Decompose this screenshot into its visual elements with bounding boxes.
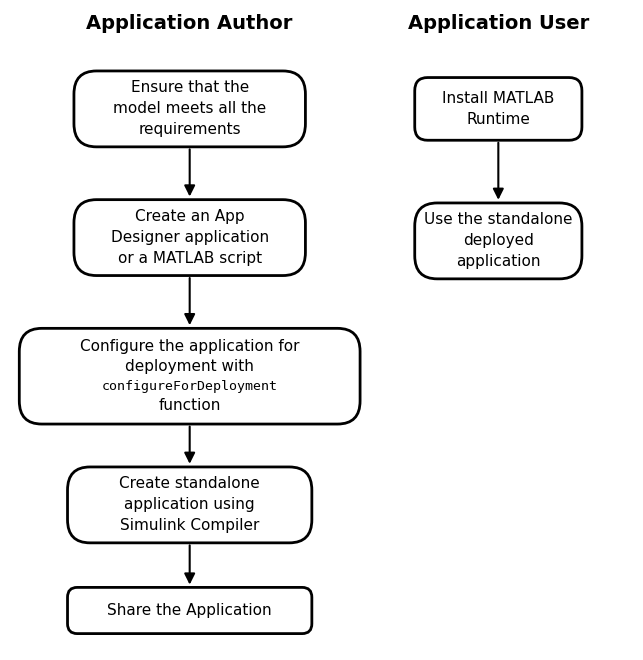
- FancyBboxPatch shape: [415, 203, 582, 279]
- FancyBboxPatch shape: [415, 78, 582, 141]
- Text: Create standalone
application using
Simulink Compiler: Create standalone application using Simu…: [120, 477, 260, 533]
- Text: Ensure that the
model meets all the
requirements: Ensure that the model meets all the requ…: [113, 81, 266, 137]
- FancyBboxPatch shape: [74, 199, 305, 276]
- Text: Share the Application: Share the Application: [107, 603, 272, 618]
- Text: Configure the application for: Configure the application for: [80, 339, 300, 354]
- Text: deployment with: deployment with: [125, 359, 254, 374]
- Text: Application Author: Application Author: [87, 14, 293, 32]
- FancyBboxPatch shape: [74, 71, 305, 147]
- Text: Install MATLAB
Runtime: Install MATLAB Runtime: [442, 91, 554, 127]
- Text: configureForDeployment: configureForDeployment: [102, 379, 278, 393]
- FancyBboxPatch shape: [19, 329, 360, 424]
- FancyBboxPatch shape: [68, 587, 312, 634]
- Text: Use the standalone
deployed
application: Use the standalone deployed application: [424, 213, 572, 269]
- Text: Application User: Application User: [408, 14, 589, 32]
- Text: Create an App
Designer application
or a MATLAB script: Create an App Designer application or a …: [111, 209, 269, 266]
- FancyBboxPatch shape: [68, 467, 312, 543]
- Text: function: function: [158, 399, 221, 413]
